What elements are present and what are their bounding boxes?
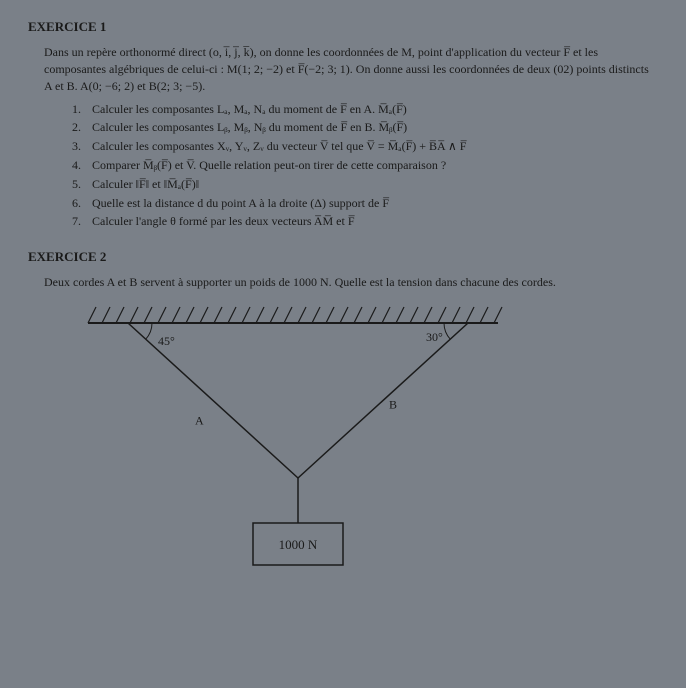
list-item: 1. Calculer les composantes Lₐ, Mₐ, Nₐ d… <box>72 101 658 118</box>
item-number: 3. <box>72 138 92 155</box>
cord-diagram: 45° 30° A B 1000 N <box>68 303 528 603</box>
svg-text:B: B <box>389 398 397 412</box>
list-item: 7. Calculer l'angle θ formé par les deux… <box>72 213 658 230</box>
ex1-intro: Dans un repère orthonormé direct (o, i̅,… <box>44 44 658 94</box>
list-item: 6. Quelle est la distance d du point A à… <box>72 195 658 212</box>
list-item: 3. Calculer les composantes Xᵥ, Yᵥ, Zᵥ d… <box>72 138 658 155</box>
item-text: Quelle est la distance d du point A à la… <box>92 195 658 212</box>
list-item: 4. Comparer M̅ᵦ(F̅) et V̅. Quelle relati… <box>72 157 658 174</box>
ex2-body: Deux cordes A et B servent à supporter u… <box>44 274 658 291</box>
svg-text:A: A <box>195 414 204 428</box>
list-item: 2. Calculer les composantes Lᵦ, Mᵦ, Nᵦ d… <box>72 119 658 136</box>
svg-text:45°: 45° <box>158 334 175 348</box>
item-number: 2. <box>72 119 92 136</box>
item-number: 7. <box>72 213 92 230</box>
item-text: Calculer ‖F̅‖ et ‖M̅ₐ(F̅)‖ <box>92 176 658 193</box>
ex1-title: EXERCICE 1 <box>28 18 658 36</box>
svg-text:1000 N: 1000 N <box>279 537 318 552</box>
item-number: 6. <box>72 195 92 212</box>
list-item: 5. Calculer ‖F̅‖ et ‖M̅ₐ(F̅)‖ <box>72 176 658 193</box>
svg-text:30°: 30° <box>426 330 443 344</box>
item-number: 1. <box>72 101 92 118</box>
item-number: 5. <box>72 176 92 193</box>
item-text: Calculer les composantes Lᵦ, Mᵦ, Nᵦ du m… <box>92 119 658 136</box>
item-text: Calculer les composantes Lₐ, Mₐ, Nₐ du m… <box>92 101 658 118</box>
item-text: Comparer M̅ᵦ(F̅) et V̅. Quelle relation … <box>92 157 658 174</box>
ex1-items: 1. Calculer les composantes Lₐ, Mₐ, Nₐ d… <box>72 101 658 231</box>
ex2-figure: 45° 30° A B 1000 N <box>68 303 658 603</box>
item-number: 4. <box>72 157 92 174</box>
ex2-title: EXERCICE 2 <box>28 248 658 266</box>
item-text: Calculer les composantes Xᵥ, Yᵥ, Zᵥ du v… <box>92 138 658 155</box>
item-text: Calculer l'angle θ formé par les deux ve… <box>92 213 658 230</box>
